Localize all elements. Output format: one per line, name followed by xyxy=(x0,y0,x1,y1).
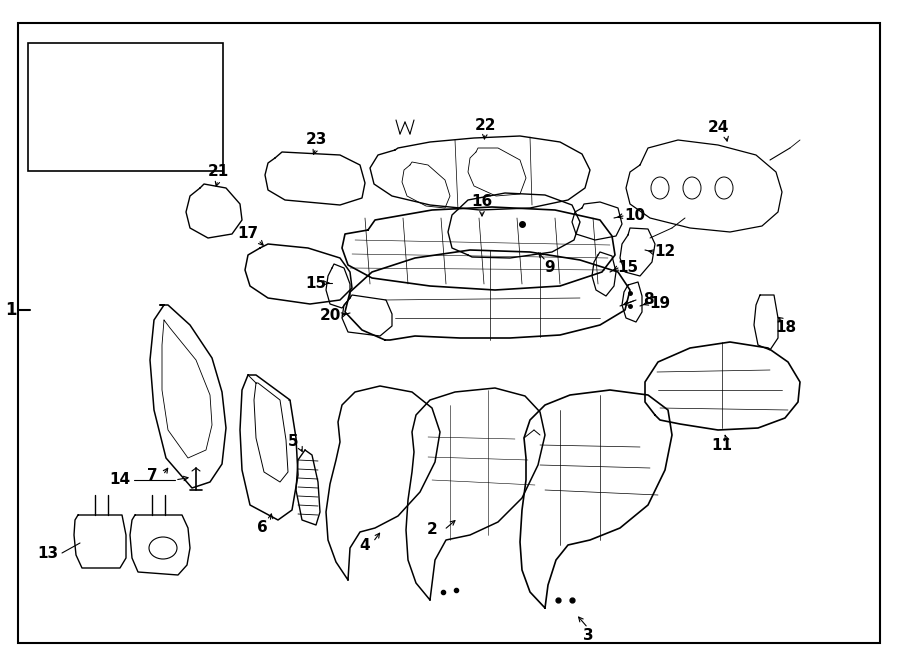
Ellipse shape xyxy=(149,537,177,559)
Ellipse shape xyxy=(683,177,701,199)
Text: 2: 2 xyxy=(427,522,437,537)
Text: 16: 16 xyxy=(472,194,492,210)
Text: 9: 9 xyxy=(544,260,555,276)
Text: 18: 18 xyxy=(776,321,796,336)
Text: 21: 21 xyxy=(207,165,229,180)
Text: 22: 22 xyxy=(474,118,496,132)
Bar xyxy=(28,43,223,171)
Text: 14: 14 xyxy=(110,473,130,488)
Text: 8: 8 xyxy=(643,293,653,307)
Text: 1: 1 xyxy=(5,301,17,319)
Text: 13: 13 xyxy=(38,545,58,561)
Text: 15: 15 xyxy=(617,260,639,276)
Text: 12: 12 xyxy=(654,245,676,260)
Text: 4: 4 xyxy=(360,537,370,553)
Text: 20: 20 xyxy=(320,307,341,323)
Text: 11: 11 xyxy=(712,438,733,453)
Text: 5: 5 xyxy=(288,434,298,449)
Text: 6: 6 xyxy=(256,520,267,535)
Text: 17: 17 xyxy=(238,227,258,241)
Text: 15: 15 xyxy=(305,276,327,290)
Text: 24: 24 xyxy=(707,120,729,136)
Text: 19: 19 xyxy=(650,295,670,311)
Text: 10: 10 xyxy=(625,208,645,223)
Text: 23: 23 xyxy=(305,132,327,147)
Ellipse shape xyxy=(651,177,669,199)
Text: 3: 3 xyxy=(582,629,593,644)
Text: 7: 7 xyxy=(147,467,158,483)
Ellipse shape xyxy=(715,177,733,199)
